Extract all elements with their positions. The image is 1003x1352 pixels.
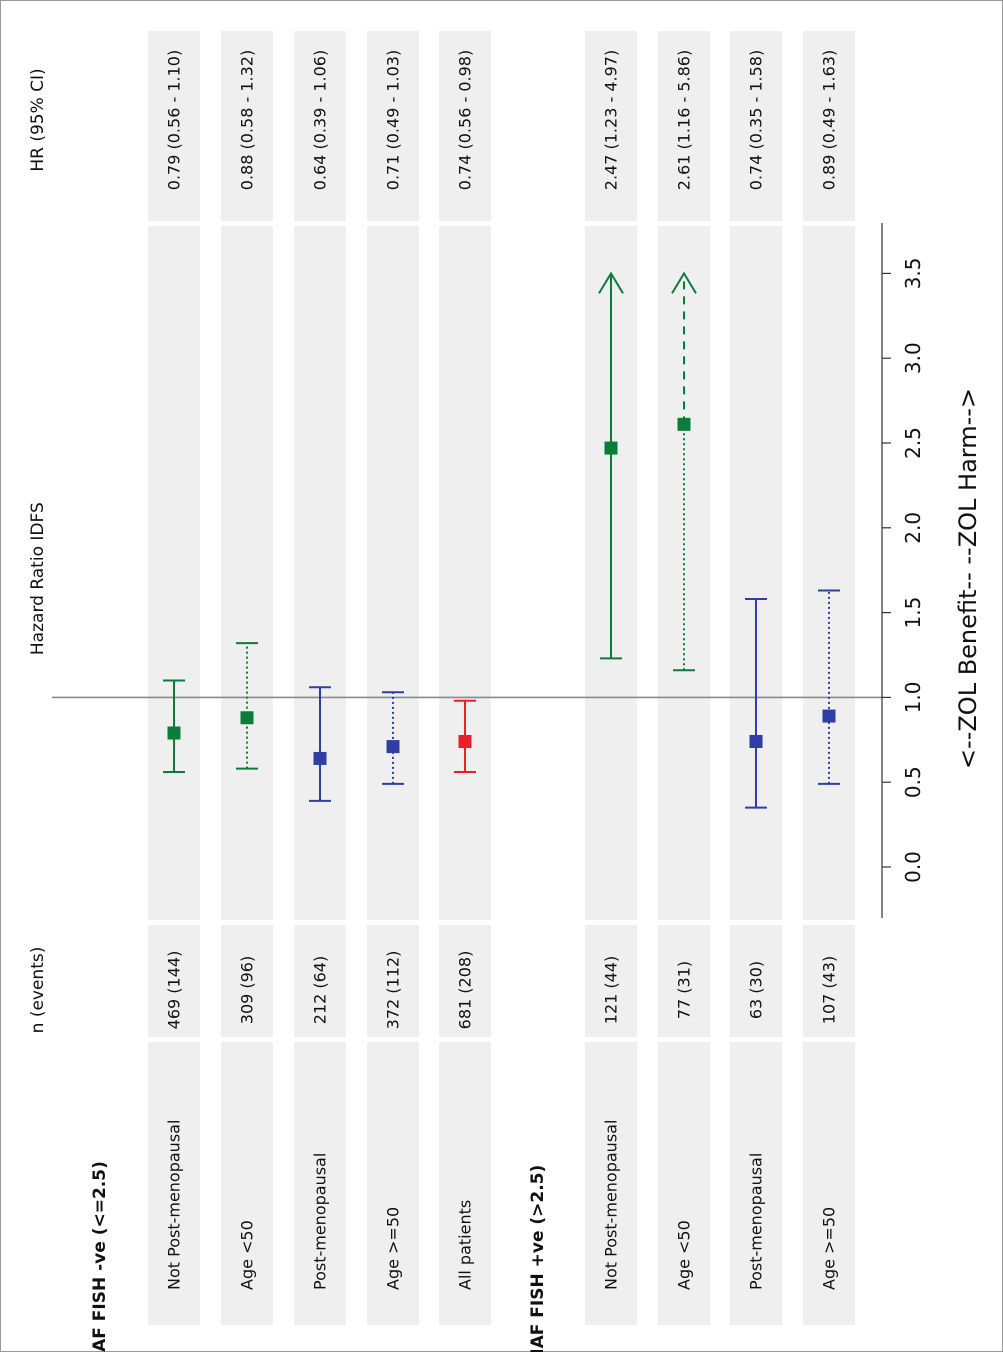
row-label: Post-menopausal [311, 1153, 330, 1290]
row-band-label [294, 1042, 346, 1325]
row-n-events: 469 (144) [165, 951, 184, 1030]
row-band-ci [585, 31, 637, 221]
row-n-events: 309 (96) [238, 956, 257, 1024]
hr-point [458, 734, 472, 748]
axis-label: <--ZOL Benefit-- --ZOL Harm--> [954, 388, 982, 769]
row-band-label [585, 1042, 637, 1325]
row-band-ci [367, 31, 419, 221]
row-hr-ci: 0.89 (0.49 - 1.63) [820, 50, 839, 190]
row-band-ci [803, 31, 855, 221]
row-n-events: 77 (31) [675, 961, 694, 1019]
row-band-n [439, 925, 491, 1037]
hr-axis: 0.0 0.5 1.0 1.5 2.0 2.5 3.0 3.5 <--ZOL Benefit--… [881, 223, 982, 918]
group-label: MAF FISH -ve (<=2.5) [90, 1161, 110, 1352]
row-n-events: 121 (44) [602, 956, 621, 1024]
row-hr-ci: 0.74 (0.35 - 1.58) [747, 50, 766, 190]
row-label: Not Post-menopausal [602, 1120, 621, 1290]
ci-arrow [598, 271, 624, 294]
row-band-plot [803, 226, 855, 920]
row-band-n [148, 925, 200, 1037]
ci-marks [163, 271, 840, 809]
row-label: Post-menopausal [747, 1153, 766, 1290]
row-label: Age <50 [675, 1220, 694, 1290]
row-hr-ci: 2.61 (1.16 - 5.86) [675, 50, 694, 190]
header-hr-ci: HR (95% CI) [28, 68, 48, 171]
row-band-ci [730, 31, 782, 221]
row-band-plot [221, 226, 273, 920]
hr-point [167, 726, 181, 740]
row-band-label [803, 1042, 855, 1325]
row-hr-ci: 0.74 (0.56 - 0.98) [456, 50, 475, 190]
axis-tick-label: 1.5 [901, 597, 925, 629]
row-band-n [367, 925, 419, 1037]
row-band-label [730, 1042, 782, 1325]
row-hr-ci: 0.79 (0.56 - 1.10) [165, 50, 184, 190]
row-label: Age <50 [238, 1220, 257, 1290]
row-band-label [221, 1042, 273, 1325]
row-band-plot [730, 226, 782, 920]
row-band-label [439, 1042, 491, 1325]
row-hr-ci: 2.47 (1.23 - 4.97) [602, 50, 621, 190]
row-band-n [803, 925, 855, 1037]
row-band-n [730, 925, 782, 1037]
axis-tick-label: 3.0 [901, 342, 925, 374]
row-band-label [367, 1042, 419, 1325]
row-band-n [294, 925, 346, 1037]
axis-tick-label: 3.5 [901, 257, 925, 289]
row-band-ci [148, 31, 200, 221]
row-label: Age >=50 [820, 1207, 839, 1290]
axis-tick-label: 2.0 [901, 512, 925, 544]
header-n-events: n (events) [28, 947, 48, 1034]
hr-point [313, 751, 327, 765]
row-bands [148, 31, 855, 1325]
row-label: All patients [456, 1200, 475, 1290]
row-hr-ci: 0.64 (0.39 - 1.06) [311, 50, 330, 190]
axis-tick-label: 0.5 [901, 766, 925, 798]
axis-tick-label: 0.0 [901, 851, 925, 883]
row-hr-ci: 0.71 (0.49 - 1.03) [384, 50, 403, 190]
text-labels: n (events) Hazard Ratio IDFS HR (95% CI) MA… [28, 50, 839, 1352]
group-label: MAF FISH +ve (>2.5) [528, 1165, 548, 1352]
row-band-label [148, 1042, 200, 1325]
row-n-events: 681 (208) [456, 951, 475, 1030]
row-band-ci [221, 31, 273, 221]
row-band-plot [367, 226, 419, 920]
hr-point [604, 441, 618, 455]
row-band-n [658, 925, 710, 1037]
axis-tick-label: 1.0 [901, 681, 925, 713]
row-n-events: 372 (112) [384, 951, 403, 1030]
axis-tick-label: 2.5 [901, 427, 925, 459]
row-band-plot [439, 226, 491, 920]
row-band-plot [148, 226, 200, 920]
row-label: Not Post-menopausal [165, 1120, 184, 1290]
hr-point [822, 709, 836, 723]
row-band-n [585, 925, 637, 1037]
ci-arrow [671, 271, 697, 294]
row-band-n [221, 925, 273, 1037]
row-n-events: 212 (64) [311, 956, 330, 1024]
hr-point [240, 711, 254, 725]
header-hazard-ratio: Hazard Ratio IDFS [28, 502, 48, 655]
row-band-ci [439, 31, 491, 221]
row-hr-ci: 0.88 (0.58 - 1.32) [238, 50, 257, 190]
row-label: Age >=50 [384, 1207, 403, 1290]
row-n-events: 63 (30) [747, 961, 766, 1019]
hr-point [677, 417, 691, 431]
row-band-plot [294, 226, 346, 920]
row-n-events: 107 (43) [820, 956, 839, 1024]
row-band-ci [658, 31, 710, 221]
row-band-ci [294, 31, 346, 221]
hr-point [749, 734, 763, 748]
row-band-label [658, 1042, 710, 1325]
hr-point [386, 740, 400, 754]
